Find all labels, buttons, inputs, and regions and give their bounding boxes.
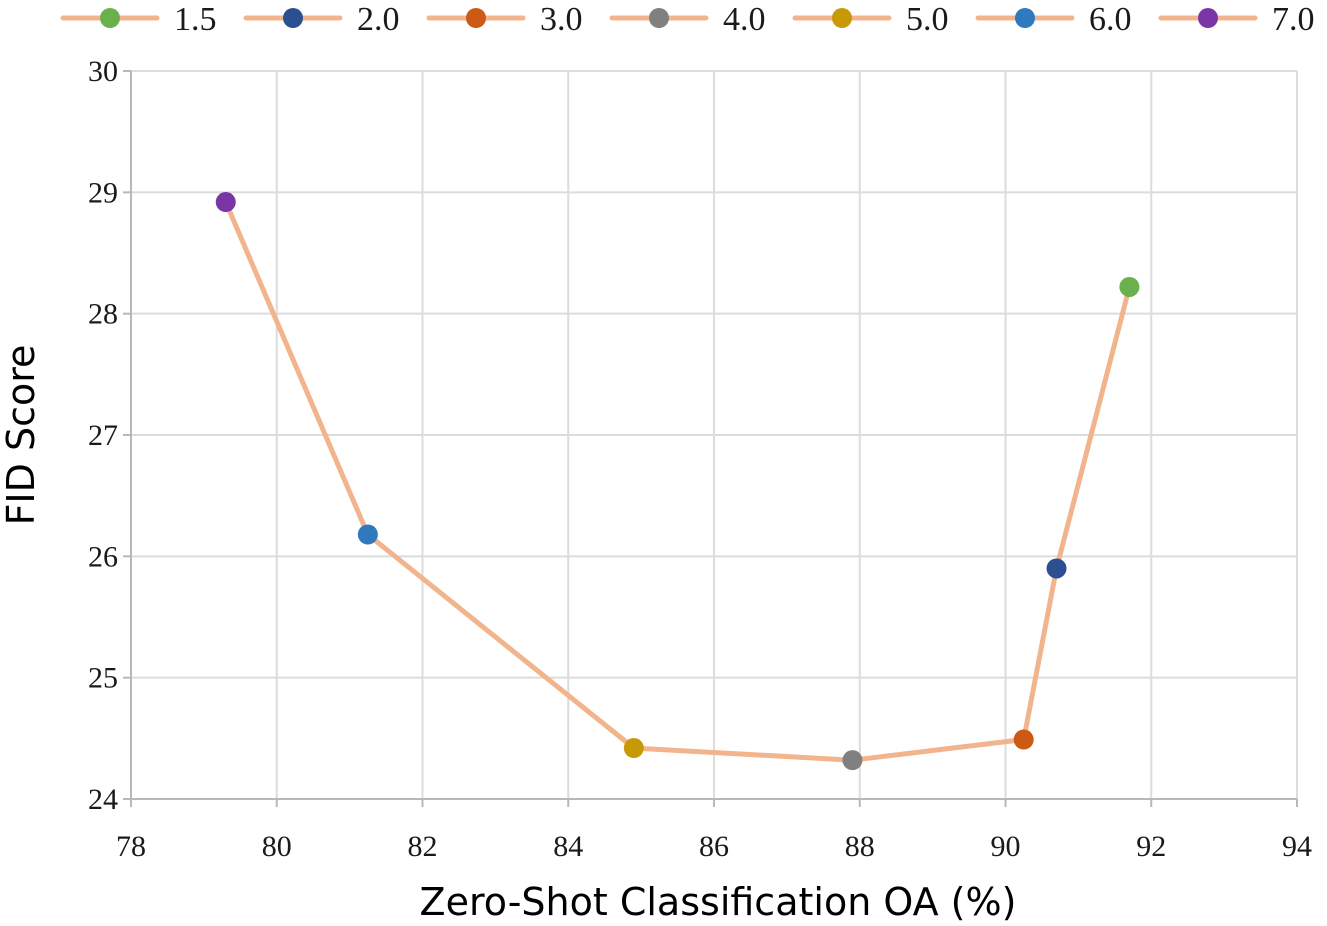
legend-marker-1-5	[100, 8, 120, 28]
x-axis-title: Zero-Shot Classification OA (%)	[420, 880, 1017, 924]
data-point-4-0	[842, 750, 863, 771]
data-points	[215, 192, 1140, 771]
y-tick-label: 28	[88, 298, 118, 331]
grid	[131, 70, 1298, 799]
series-line-path	[223, 199, 1132, 763]
legend-label-3-0: 3.0	[540, 1, 583, 38]
y-axis-title: FID Score	[0, 345, 43, 526]
legend-marker-5-0	[832, 8, 852, 28]
legend-label-2-0: 2.0	[357, 1, 400, 38]
data-point-3-0	[1013, 729, 1034, 750]
x-tick-label: 88	[845, 830, 875, 863]
data-point-1-5	[1119, 276, 1140, 297]
y-tick-label: 30	[88, 55, 118, 88]
series-line	[223, 199, 1132, 763]
x-tick-label: 80	[262, 830, 292, 863]
legend-marker-4-0	[649, 8, 669, 28]
y-tick-label: 26	[88, 540, 118, 573]
x-tick-label: 84	[553, 830, 583, 863]
legend-label-7-0: 7.0	[1272, 1, 1315, 38]
data-point-5-0	[623, 738, 644, 759]
legend: 1.5 2.0 3.0 4.0 5.0 6.0 7.0	[60, 1, 1315, 38]
y-tick-label: 24	[88, 783, 118, 816]
legend-label-6-0: 6.0	[1089, 1, 1132, 38]
x-tick-label: 86	[699, 830, 729, 863]
axes	[123, 70, 1298, 807]
x-tick-label: 92	[1136, 830, 1166, 863]
legend-marker-6-0	[1015, 8, 1035, 28]
legend-marker-3-0	[466, 8, 486, 28]
legend-marker-7-0	[1198, 8, 1218, 28]
data-point-2-0	[1046, 558, 1067, 579]
tick-labels: 78 80 82 84 86 88 90 92 94 24 25 26 27 28 29 30	[88, 55, 1312, 863]
y-tick-label: 27	[88, 419, 118, 452]
x-tick-label: 82	[408, 830, 438, 863]
data-point-6-0	[357, 524, 378, 545]
legend-marker-2-0	[283, 8, 303, 28]
legend-label-1-5: 1.5	[174, 1, 217, 38]
legend-label-4-0: 4.0	[723, 1, 766, 38]
x-tick-label: 78	[116, 830, 146, 863]
legend-label-5-0: 5.0	[906, 1, 949, 38]
x-tick-label: 94	[1282, 830, 1312, 863]
data-point-7-0	[215, 192, 236, 213]
y-tick-label: 25	[88, 662, 118, 695]
x-tick-label: 90	[991, 830, 1021, 863]
y-tick-label: 29	[88, 176, 118, 209]
